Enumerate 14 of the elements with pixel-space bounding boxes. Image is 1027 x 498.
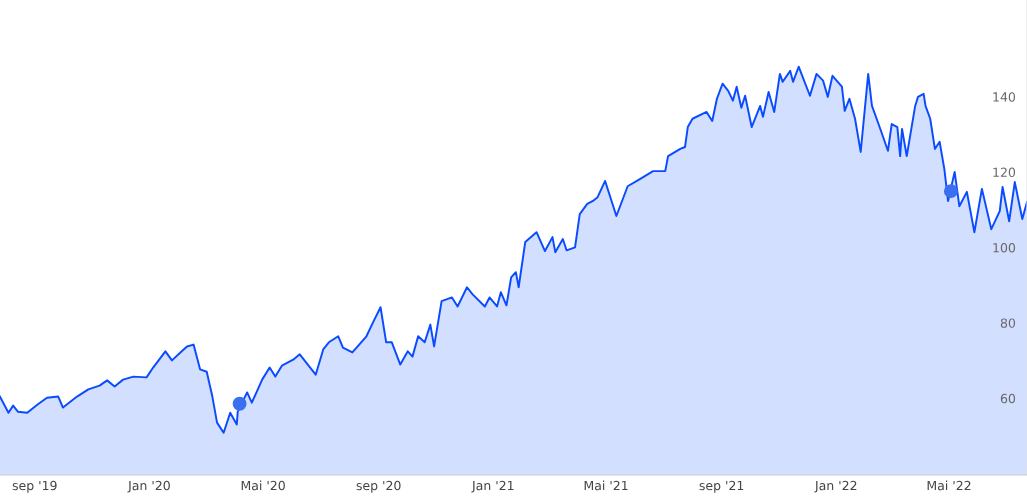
x-tick-label: Jan '21 [471, 480, 514, 493]
x-tick-label: Jan '20 [127, 480, 170, 493]
x-tick-label: Mai '21 [584, 480, 628, 491]
y-tick-label: 140 [993, 92, 1016, 102]
y-tick-label: 100 [993, 242, 1016, 253]
x-tick-label: sep '19 [12, 480, 57, 493]
x-tick-label: Jan '22 [814, 480, 857, 493]
x-tick-label: sep '21 [699, 480, 744, 493]
x-tick-label: sep '20 [356, 480, 401, 493]
y-tick-label: 120 [993, 167, 1016, 178]
y-tick-label: 60 [1000, 393, 1016, 404]
y-tick-label: 80 [1000, 318, 1016, 328]
x-tick-label: Mai '22 [927, 480, 971, 491]
x-tick-label: Mai '20 [241, 480, 285, 491]
